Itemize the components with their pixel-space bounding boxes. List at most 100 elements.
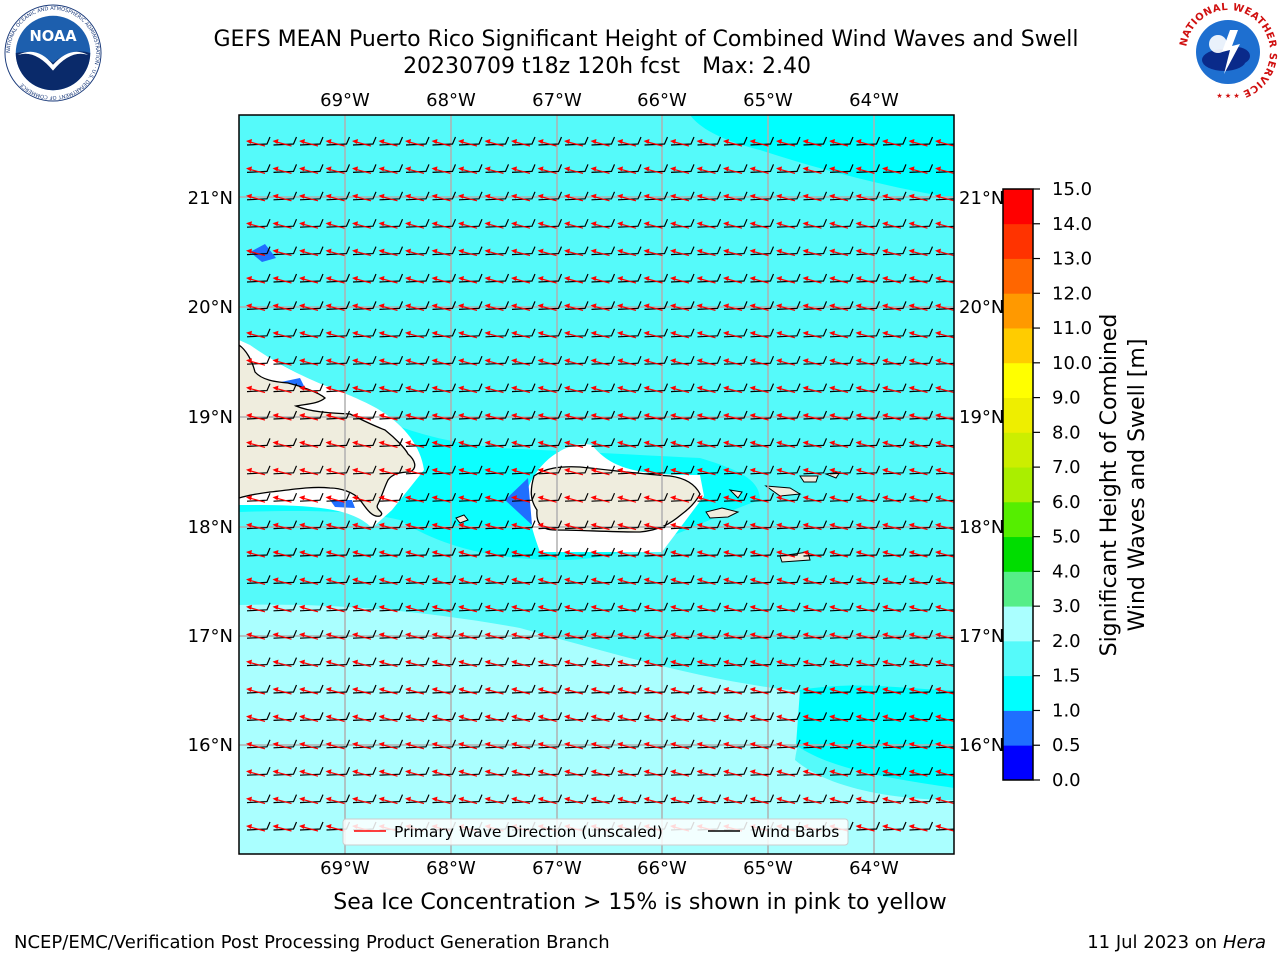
wave-arrowhead [882, 522, 888, 528]
wave-arrowhead [590, 330, 597, 336]
wave-arrow [249, 497, 266, 503]
wave-arrow [435, 360, 451, 366]
wave-arrow [726, 278, 743, 284]
wave-arrow [461, 333, 478, 339]
wind-barb [432, 739, 457, 749]
wave-arrow [355, 744, 372, 750]
wave-arrowhead [935, 577, 941, 583]
wave-arrowhead [272, 248, 279, 254]
wave-arrow [779, 716, 796, 722]
wave-arrow [567, 470, 584, 476]
wave-arrow [461, 278, 478, 284]
wind-barb [485, 657, 510, 667]
wave-arrow [832, 168, 849, 174]
lat-label-right: 16°N [959, 735, 1004, 756]
wave-arrow [276, 744, 292, 750]
wave-arrowhead [908, 687, 915, 692]
wave-arrowhead [299, 796, 305, 802]
wind-barb [485, 301, 510, 310]
wind-barb [591, 191, 616, 201]
wave-arrowhead [246, 769, 252, 775]
wave-arrow [726, 607, 743, 613]
wind-barb [803, 328, 828, 338]
wave-arrow [276, 415, 292, 421]
wave-arrowhead [723, 604, 729, 610]
wave-arrow [514, 305, 531, 311]
wave-arrowhead [458, 769, 464, 775]
colorbar-bin [1003, 536, 1033, 572]
wave-arrow [859, 525, 875, 531]
wave-arrowhead [537, 440, 544, 446]
wave-arrow [541, 607, 557, 613]
wind-barb [432, 492, 457, 502]
wave-arrowhead [511, 330, 517, 336]
wind-barb [379, 684, 404, 694]
culebra-island [728, 489, 743, 499]
wave-arrow [488, 415, 504, 421]
wind-barb [697, 766, 722, 776]
wave-arrowhead [617, 659, 623, 665]
wind-barb [644, 218, 669, 228]
wind-barb [697, 739, 722, 749]
wave-arrowhead [855, 358, 862, 364]
wind-barb [644, 602, 669, 612]
wave-arrow [329, 579, 345, 585]
wave-arrowhead [564, 303, 570, 309]
wave-arrow [753, 223, 769, 229]
wave-arrow [885, 278, 902, 284]
wave-arrowhead [882, 632, 888, 638]
wave-arrowhead [325, 550, 332, 555]
wind-barb [750, 218, 775, 228]
wave-arrow [249, 607, 266, 613]
wind-barb [432, 575, 457, 584]
wave-arrowhead [882, 495, 888, 501]
wind-barb [273, 410, 298, 420]
wind-barb [750, 410, 775, 420]
wind-barb [564, 136, 589, 146]
wind-barb [723, 410, 748, 420]
wave-arrowhead [802, 413, 809, 418]
wave-arrowhead [590, 659, 597, 665]
wind-barb [829, 383, 854, 393]
wave-arrowhead [246, 824, 252, 829]
wind-barb [670, 383, 695, 393]
wave-arrowhead [723, 413, 729, 418]
wave-arrowhead [325, 714, 332, 720]
wave-arrow [832, 744, 849, 750]
wave-arrowhead [723, 495, 729, 501]
wind-barb [829, 164, 854, 173]
wind-barb [723, 273, 748, 283]
wind-barb [432, 602, 457, 612]
wind-barb [326, 301, 351, 310]
wind-barb [909, 629, 934, 639]
wind-barb [723, 766, 748, 776]
wave-arrowhead [723, 330, 729, 336]
wave-arrowhead [935, 276, 941, 281]
wave-arrow [859, 470, 875, 476]
wave-arrow [912, 251, 928, 257]
wind-barb [326, 492, 351, 502]
wave-arrow [912, 689, 928, 695]
wind-barb [405, 657, 430, 667]
wind-barb [273, 629, 298, 639]
wave-arrow [302, 525, 319, 531]
wave-arrowhead [431, 577, 438, 583]
wind-barb [882, 218, 907, 228]
wave-arrow [620, 141, 637, 147]
wave-arrow [461, 305, 478, 311]
wave-arrow [700, 360, 716, 366]
wave-arrowhead [855, 276, 862, 281]
wind-barb [458, 657, 483, 667]
wave-arrow [541, 360, 557, 366]
wind-barb [591, 246, 616, 256]
wind-barb [326, 657, 351, 667]
wave-arrow [620, 689, 637, 695]
wave-arrowhead [670, 303, 676, 309]
wave-arrowhead [617, 741, 623, 747]
wind-barb [697, 492, 722, 502]
wind-barb [458, 410, 483, 420]
wave-arrow [885, 223, 902, 229]
wave-arrowhead [855, 495, 862, 501]
wave-arrowhead [617, 577, 623, 583]
wave-arrow [382, 415, 398, 421]
